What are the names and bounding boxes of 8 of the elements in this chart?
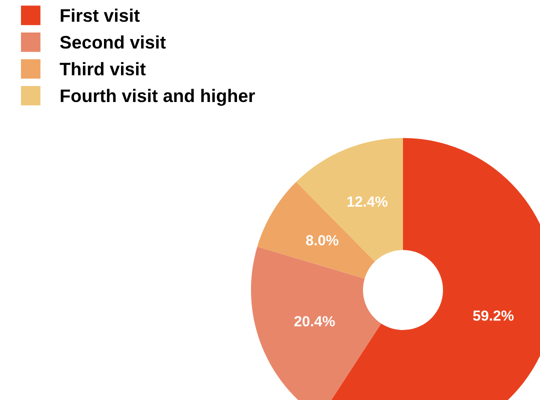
data-label: 20.4% <box>294 316 335 326</box>
data-label: 59.2% <box>473 310 514 321</box>
legend-label: First visit <box>60 8 140 22</box>
data-label: 8.0% <box>306 235 338 246</box>
legend-label: Third visit <box>60 62 146 76</box>
legend-label: Fourth visit and higher <box>60 88 255 106</box>
data-label: 12.4% <box>347 196 388 207</box>
legend-label: Second visit <box>60 35 166 49</box>
